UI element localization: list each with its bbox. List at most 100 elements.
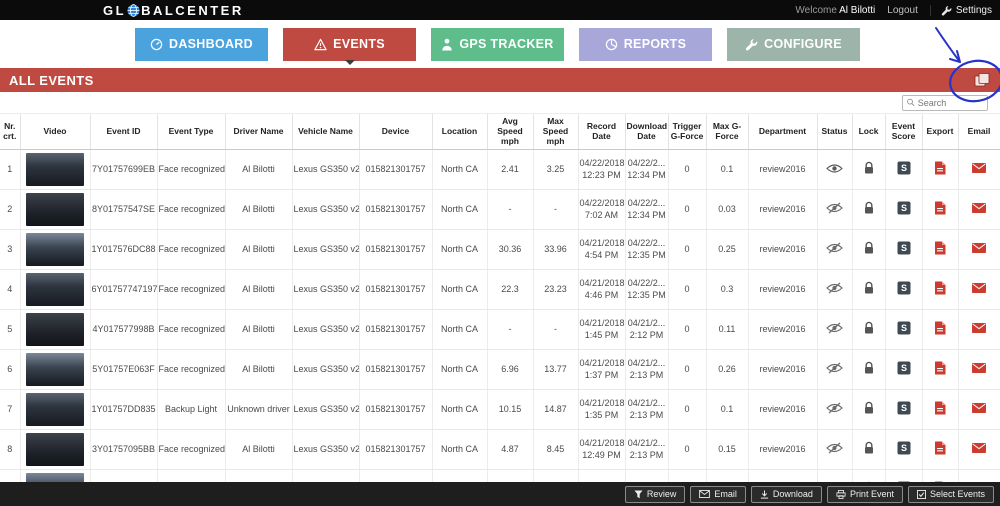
email-icon[interactable] <box>972 403 986 414</box>
tab-dashboard-label: DASHBOARD <box>169 37 253 51</box>
welcome-label: Welcome <box>795 4 837 16</box>
event-type-cell: Face recognized <box>157 429 226 470</box>
export-events-icon[interactable] <box>974 72 991 88</box>
pdf-export-icon[interactable] <box>934 441 946 455</box>
video-thumbnail[interactable] <box>26 272 84 306</box>
pdf-export-icon[interactable] <box>934 321 946 335</box>
video-thumbnail[interactable] <box>26 192 84 226</box>
table-body: 1 7Y01757699EB Face recognized Al Bilotti Le… <box>0 149 1000 506</box>
column-header-7: Location <box>432 114 488 150</box>
record-date-time: 4:54 PM <box>584 250 619 261</box>
column-header-16: Lock <box>852 114 886 150</box>
print-event-button[interactable]: Print Event <box>826 485 903 503</box>
search-input[interactable] <box>917 97 983 108</box>
max-gforce-cell: 0.26 <box>706 349 749 390</box>
max-speed-cell: 33.96 <box>533 229 579 270</box>
eye-slash-icon[interactable] <box>826 442 843 454</box>
avg-speed-cell: 4.87 <box>487 429 534 470</box>
review-button[interactable]: Review <box>624 485 686 503</box>
max-speed-cell: - <box>533 189 579 230</box>
lock-toggle-cell <box>852 149 886 190</box>
event-score-cell: S <box>885 349 923 390</box>
download-date-cell: 04/22/2... 12:34 PM <box>625 189 669 230</box>
eye-slash-icon[interactable] <box>826 242 843 254</box>
eye-icon[interactable] <box>826 163 843 174</box>
eye-slash-icon[interactable] <box>826 202 843 214</box>
download-button[interactable]: Download <box>750 485 822 503</box>
video-thumbnail-cell <box>20 309 91 350</box>
eye-slash-icon[interactable] <box>826 362 843 374</box>
table-row: 8 3Y01757095BB Face recognized Al Bilotti Le… <box>0 429 1000 470</box>
email-button[interactable]: Email <box>690 485 746 503</box>
column-header-14: Department <box>748 114 818 150</box>
download-date-cell: 04/21/2... 2:13 PM <box>625 349 669 390</box>
tab-reports[interactable]: REPORTS <box>579 27 712 61</box>
email-icon[interactable] <box>972 323 986 334</box>
video-thumbnail-cell <box>20 189 91 230</box>
lock-icon[interactable] <box>863 361 875 375</box>
svg-text:S: S <box>900 283 906 293</box>
pdf-export-icon[interactable] <box>934 201 946 215</box>
lock-icon[interactable] <box>863 201 875 215</box>
record-date-date: 04/21/2018 <box>579 277 625 288</box>
video-thumbnail[interactable] <box>26 352 84 386</box>
lock-icon[interactable] <box>863 401 875 415</box>
settings-button[interactable]: Settings <box>929 4 992 16</box>
email-icon[interactable] <box>972 163 986 174</box>
video-thumbnail[interactable] <box>26 232 84 266</box>
event-score-icon[interactable]: S <box>897 321 911 335</box>
lock-icon[interactable] <box>863 241 875 255</box>
email-icon[interactable] <box>972 243 986 254</box>
email-icon[interactable] <box>972 443 986 454</box>
email-icon[interactable] <box>972 363 986 374</box>
column-header-3: Event Type <box>157 114 226 150</box>
avg-speed-cell: 6.96 <box>487 349 534 390</box>
avg-speed-cell: 2.41 <box>487 149 534 190</box>
tab-configure[interactable]: CONFIGURE <box>727 27 860 61</box>
event-score-icon[interactable]: S <box>897 361 911 375</box>
avg-speed-cell: 30.36 <box>487 229 534 270</box>
pdf-export-icon[interactable] <box>934 161 946 175</box>
username: Al Bilotti <box>839 4 876 16</box>
event-score-icon[interactable]: S <box>897 401 911 415</box>
eye-slash-icon[interactable] <box>826 402 843 414</box>
svg-text:S: S <box>900 203 906 213</box>
video-thumbnail[interactable] <box>26 392 84 426</box>
lock-icon[interactable] <box>863 321 875 335</box>
event-score-icon[interactable]: S <box>897 281 911 295</box>
wrench-icon <box>941 5 952 16</box>
video-thumbnail[interactable] <box>26 432 84 466</box>
tab-events[interactable]: EVENTS <box>283 27 416 61</box>
eye-slash-icon[interactable] <box>826 282 843 294</box>
eye-slash-icon[interactable] <box>826 322 843 334</box>
lock-icon[interactable] <box>863 441 875 455</box>
logout-link[interactable]: Logout <box>887 4 918 16</box>
pdf-export-icon[interactable] <box>934 281 946 295</box>
tab-gps-tracker[interactable]: GPS TRACKER <box>431 27 564 61</box>
lock-toggle-cell <box>852 429 886 470</box>
event-score-icon[interactable]: S <box>897 161 911 175</box>
topbar-right: Welcome Al Bilotti Logout Settings <box>795 4 992 16</box>
lock-icon[interactable] <box>863 161 875 175</box>
pdf-export-icon[interactable] <box>934 241 946 255</box>
select-events-button[interactable]: Select Events <box>907 485 994 503</box>
vehicle-name-cell: Lexus GS350 v2 <box>292 189 360 230</box>
email-icon[interactable] <box>972 203 986 214</box>
event-type-cell: Face recognized <box>157 149 226 190</box>
event-score-icon[interactable]: S <box>897 441 911 455</box>
email-icon[interactable] <box>972 283 986 294</box>
video-thumbnail[interactable] <box>26 312 84 346</box>
pdf-export-icon[interactable] <box>934 401 946 415</box>
event-score-icon[interactable]: S <box>897 201 911 215</box>
max-speed-cell: - <box>533 309 579 350</box>
event-score-icon[interactable]: S <box>897 241 911 255</box>
top-bar: GL BALCENTER Welcome Al Bilotti Logout S… <box>0 0 1000 20</box>
lock-icon[interactable] <box>863 281 875 295</box>
column-header-5: Vehicle Name <box>292 114 360 150</box>
pdf-export-icon[interactable] <box>934 361 946 375</box>
download-date-date: 04/22/2... <box>627 197 666 208</box>
video-thumbnail[interactable] <box>26 152 84 186</box>
lock-toggle-cell <box>852 269 886 310</box>
email-event-cell <box>958 389 1000 430</box>
tab-dashboard[interactable]: DASHBOARD <box>135 27 268 61</box>
